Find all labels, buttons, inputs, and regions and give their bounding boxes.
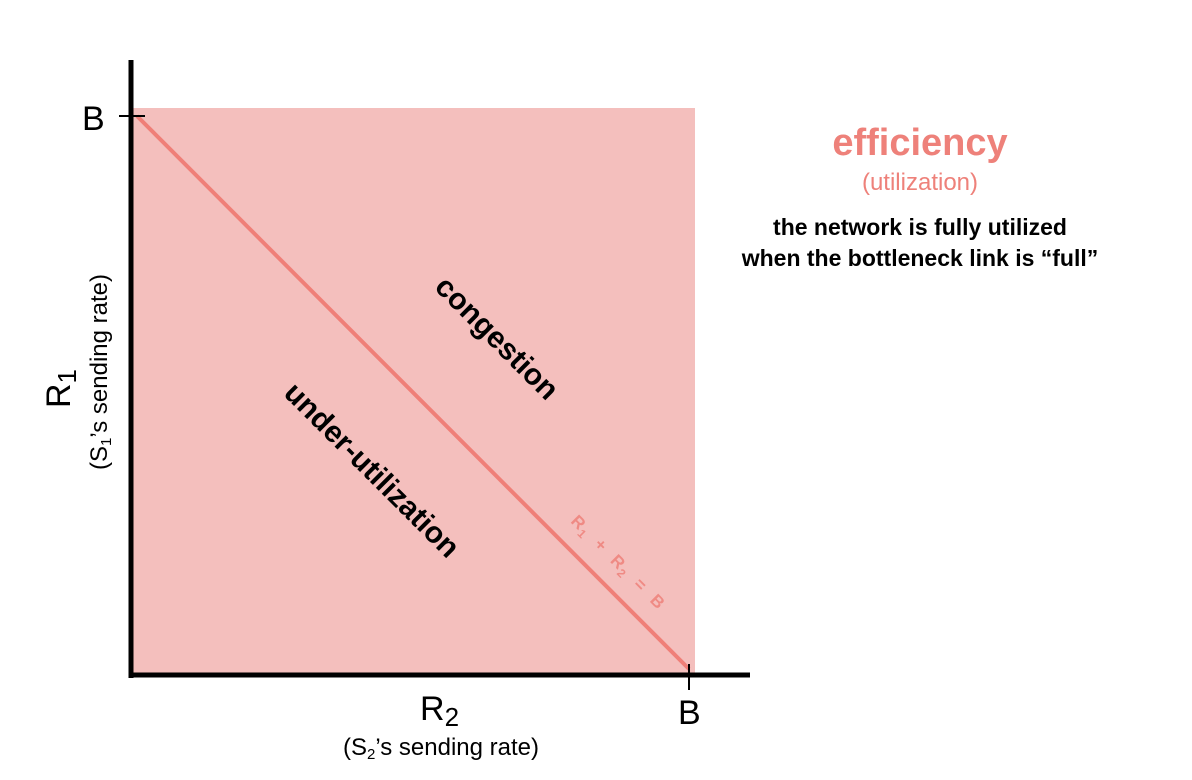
x-axis-symbol-subscript: 2	[445, 702, 459, 732]
x-tick-label-b: B	[678, 694, 701, 732]
panel-subtitle: (utilization)	[862, 169, 978, 196]
y-axis-symbol-subscript: 1	[52, 369, 82, 383]
y-axis-caption-text: (S1’s sending rate)	[86, 274, 115, 470]
x-axis-symbol-letter: R	[420, 690, 445, 728]
x-axis-caption-sub: 2	[367, 746, 375, 763]
panel-line-1: the network is fully utilized	[773, 214, 1067, 240]
y-axis-label: R1	[40, 369, 82, 408]
x-axis-caption-pre: (S	[343, 734, 367, 761]
y-axis-caption: (S1’s sending rate)	[86, 274, 115, 470]
efficiency-line	[135, 114, 691, 671]
y-axis-symbol: R1	[40, 369, 82, 408]
y-axis-caption-pre: (S	[86, 446, 113, 470]
x-axis-caption: (S2’s sending rate)	[343, 734, 539, 763]
panel-title: efficiency	[832, 122, 1007, 164]
y-axis-caption-sub: 1	[98, 438, 115, 446]
y-axis-caption-post: ’s sending rate)	[86, 274, 113, 438]
y-tick-label-b: B	[82, 100, 105, 138]
panel-line-2: when the bottleneck link is “full”	[741, 245, 1099, 271]
y-axis-symbol-letter: R	[40, 383, 78, 408]
x-axis-symbol: R2	[420, 690, 459, 732]
x-axis-caption-post: ’s sending rate)	[375, 734, 539, 761]
